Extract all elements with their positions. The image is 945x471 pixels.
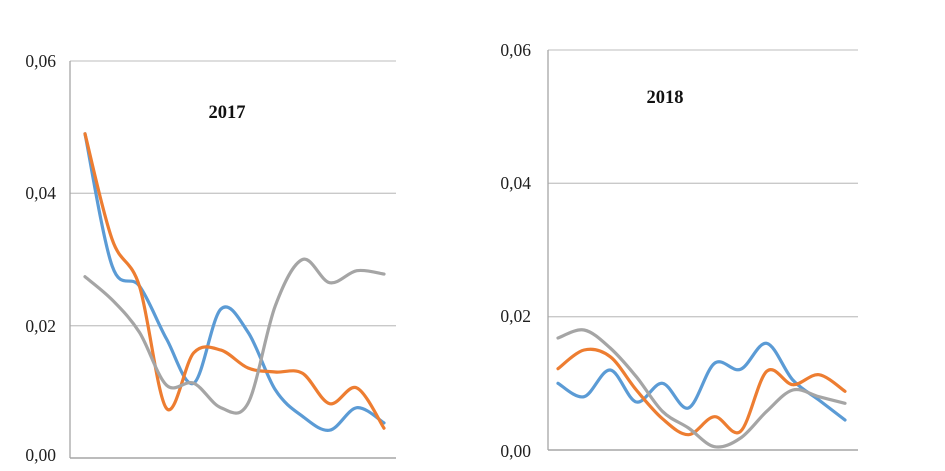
y-tick-label: 0,00 [500,441,531,461]
series-blue-line [83,132,386,432]
series-orange-line [83,132,386,430]
y-tick-label: 0,04 [25,183,56,203]
series-orange-line [556,347,847,437]
gridlines-2018 [548,49,858,318]
series-lines-2018 [556,328,847,449]
chart-title: 2018 [647,88,684,108]
axes-2017 [69,61,396,459]
y-tick-label: 0,02 [500,306,531,326]
chart-title: 2017 [209,103,246,123]
series-gray-line [83,257,386,415]
y-tick-label: 0,06 [25,51,56,71]
chart-2018: 0,06 0,04 0,02 0,00 2018 [500,40,858,461]
y-tick-label: 0,02 [25,316,56,336]
series-lines-2017 [83,132,386,432]
chart-2017: 0,06 0,04 0,02 0,00 2017 [25,51,396,465]
y-tick-label: 0,06 [500,40,531,60]
series-gray-line [556,328,847,449]
axes-2018 [547,50,858,451]
y-tick-label: 0,04 [500,173,531,193]
y-tick-label: 0,00 [25,445,56,465]
gridlines-2017 [70,60,396,327]
series-blue-line [556,341,847,422]
